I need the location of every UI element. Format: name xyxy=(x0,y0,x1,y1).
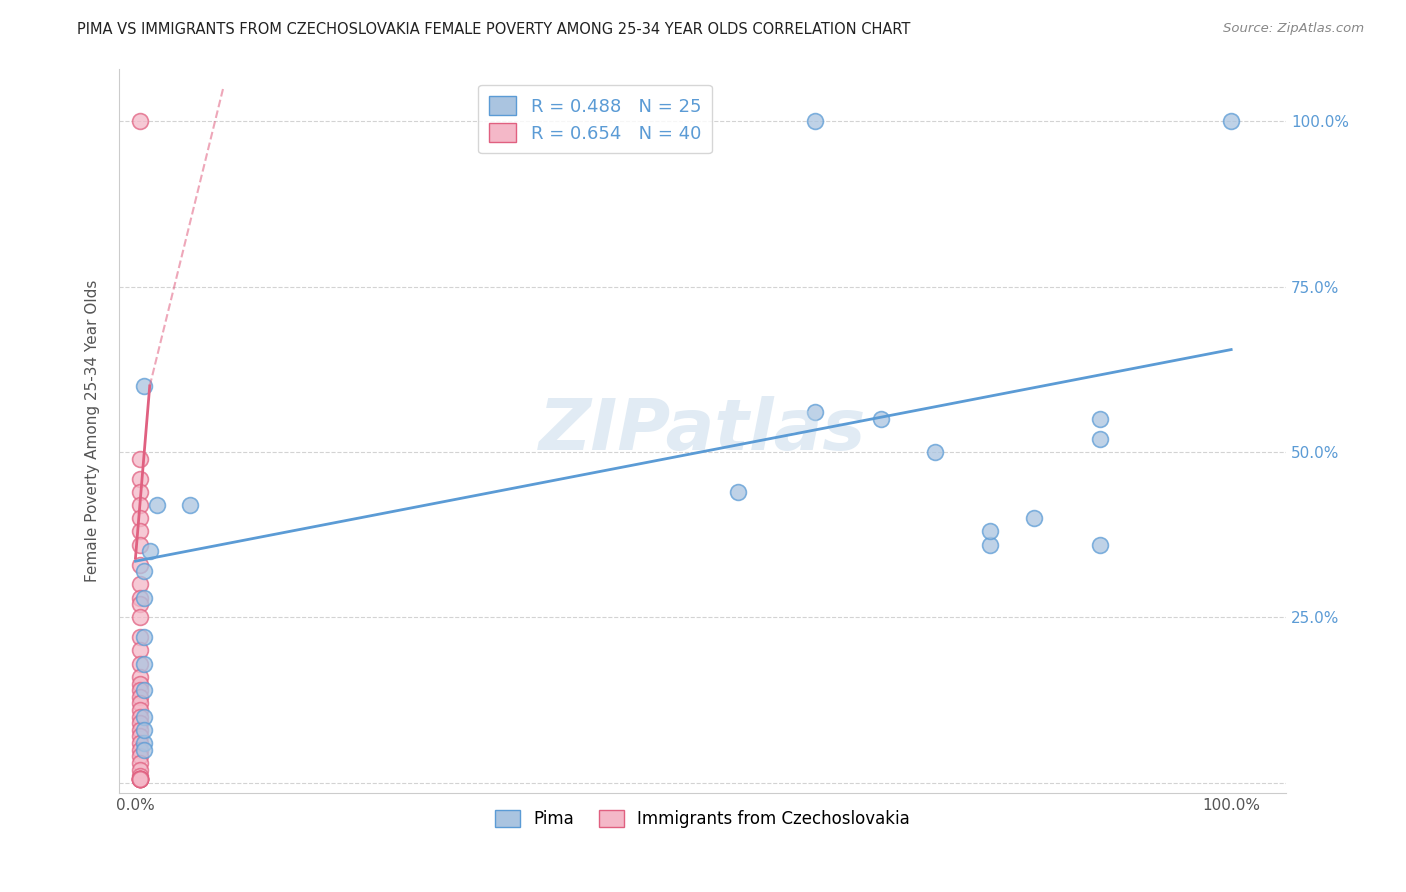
Point xyxy=(134,591,156,605)
Point xyxy=(138,544,160,558)
Point xyxy=(128,511,150,525)
Point xyxy=(128,597,150,611)
Point xyxy=(128,451,150,466)
Point xyxy=(179,498,201,512)
Point xyxy=(128,736,150,750)
Point xyxy=(128,471,150,485)
Point xyxy=(134,657,156,671)
Point xyxy=(727,484,749,499)
Point xyxy=(1088,412,1111,426)
Point xyxy=(128,772,150,787)
Point xyxy=(128,643,150,657)
Point xyxy=(128,683,150,698)
Point xyxy=(128,742,150,756)
Point xyxy=(128,484,150,499)
Point xyxy=(128,772,150,787)
Point xyxy=(128,591,150,605)
Point xyxy=(128,730,150,744)
Point xyxy=(134,379,156,393)
Point xyxy=(134,723,156,737)
Point xyxy=(804,114,827,128)
Point xyxy=(128,723,150,737)
Legend: Pima, Immigrants from Czechoslovakia: Pima, Immigrants from Czechoslovakia xyxy=(488,804,917,835)
Point xyxy=(134,683,156,698)
Point xyxy=(979,538,1001,552)
Point xyxy=(128,769,150,783)
Point xyxy=(128,703,150,717)
Point xyxy=(128,772,150,787)
Point xyxy=(128,772,150,787)
Point xyxy=(128,756,150,770)
Point xyxy=(128,114,150,128)
Text: ZIPatlas: ZIPatlas xyxy=(538,396,866,465)
Point xyxy=(134,630,156,644)
Point xyxy=(128,657,150,671)
Point xyxy=(128,538,150,552)
Point xyxy=(128,772,150,787)
Point xyxy=(1088,432,1111,446)
Point xyxy=(128,749,150,764)
Point xyxy=(134,742,156,756)
Point xyxy=(128,524,150,539)
Text: PIMA VS IMMIGRANTS FROM CZECHOSLOVAKIA FEMALE POVERTY AMONG 25-34 YEAR OLDS CORR: PIMA VS IMMIGRANTS FROM CZECHOSLOVAKIA F… xyxy=(77,22,911,37)
Point xyxy=(128,709,150,723)
Point xyxy=(128,772,150,787)
Point xyxy=(128,498,150,512)
Point xyxy=(979,524,1001,539)
Point xyxy=(128,772,150,787)
Point xyxy=(146,498,169,512)
Point xyxy=(1022,511,1045,525)
Point xyxy=(128,763,150,777)
Point xyxy=(128,670,150,684)
Y-axis label: Female Poverty Among 25-34 Year Olds: Female Poverty Among 25-34 Year Olds xyxy=(86,279,100,582)
Point xyxy=(924,445,946,459)
Point xyxy=(1088,538,1111,552)
Text: Source: ZipAtlas.com: Source: ZipAtlas.com xyxy=(1223,22,1364,36)
Point xyxy=(134,564,156,578)
Point xyxy=(128,690,150,704)
Point xyxy=(128,697,150,711)
Point xyxy=(1220,114,1243,128)
Point xyxy=(128,558,150,572)
Point xyxy=(128,676,150,690)
Point xyxy=(128,610,150,624)
Point xyxy=(128,630,150,644)
Point xyxy=(128,577,150,591)
Point xyxy=(128,716,150,731)
Point xyxy=(134,736,156,750)
Point xyxy=(869,412,891,426)
Point xyxy=(804,405,827,419)
Point xyxy=(128,772,150,787)
Point xyxy=(134,709,156,723)
